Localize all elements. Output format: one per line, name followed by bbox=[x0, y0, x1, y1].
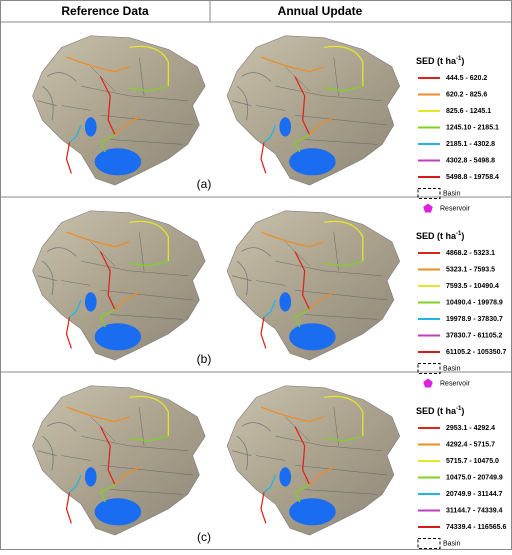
legend-title: SED (t ha-1) bbox=[416, 406, 464, 417]
map-annual bbox=[226, 35, 401, 186]
legend-label: 1245.10 - 2185.1 bbox=[446, 124, 499, 131]
legend-label: 10475.0 - 20749.9 bbox=[446, 474, 503, 481]
legend-label: 2185.1 - 4302.8 bbox=[446, 141, 495, 148]
basin-icon bbox=[417, 363, 441, 374]
map-reference bbox=[31, 210, 206, 361]
legend-label: 5498.8 - 19758.4 bbox=[446, 174, 499, 181]
legend-title-sup: -1 bbox=[456, 406, 462, 412]
legend-title-main: SED (t ha bbox=[416, 56, 457, 66]
legend-basin: Basin bbox=[443, 190, 461, 197]
legend-label: 10490.4 - 19978.9 bbox=[446, 299, 503, 306]
map-reference bbox=[31, 35, 206, 186]
legend-label: 4868.2 - 5323.1 bbox=[446, 250, 495, 257]
panel: (b) SED (t ha-1) 4868.2 - 5323.1 5323.1 - 7… bbox=[0, 210, 512, 388]
legend-label: 61105.2 - 105350.7 bbox=[446, 349, 506, 356]
legend-label: 4292.4 - 5715.7 bbox=[446, 441, 495, 448]
panel: (c) SED (t ha-1) 2953.1 - 4292.4 4292.4 - 5… bbox=[0, 385, 512, 555]
reservoir-icon bbox=[423, 378, 433, 388]
legend-title-sup: -1 bbox=[456, 231, 462, 237]
legend-basin: Basin bbox=[443, 540, 461, 547]
map-annual bbox=[226, 385, 401, 536]
basin-icon bbox=[417, 538, 441, 549]
panel-label: (b) bbox=[197, 352, 212, 366]
legend-label: 444.5 - 620.2 bbox=[446, 75, 487, 82]
header-right: Annual Update bbox=[278, 4, 363, 18]
legend-reservoir: Reservoir bbox=[440, 205, 471, 212]
legend-label: 5323.1 - 7593.5 bbox=[446, 266, 495, 273]
reservoir-icon bbox=[423, 203, 433, 213]
legend-title-main: SED (t ha bbox=[416, 231, 457, 241]
legend-title-end: ) bbox=[461, 406, 464, 416]
panel: (a) SED (t ha-1) 444.5 - 620.2 620.2 - 825.… bbox=[0, 35, 512, 213]
legend-title-end: ) bbox=[461, 56, 464, 66]
legend-label: 74339.4 - 116565.6 bbox=[446, 524, 506, 531]
legend-label: 4302.8 - 5498.8 bbox=[446, 157, 495, 164]
legend-title-sup: -1 bbox=[456, 56, 462, 62]
legend-label: 19978.9 - 37830.7 bbox=[446, 316, 503, 323]
panel-label: (a) bbox=[197, 177, 212, 191]
map-annual bbox=[226, 210, 401, 361]
legend-label: 620.2 - 825.6 bbox=[446, 91, 487, 98]
legend-label: 31144.7 - 74339.4 bbox=[446, 507, 503, 514]
basin-icon bbox=[417, 188, 441, 199]
legend-label: 5715.7 - 10475.0 bbox=[446, 458, 499, 465]
legend-title: SED (t ha-1) bbox=[416, 56, 464, 67]
legend-label: 37830.7 - 61105.2 bbox=[446, 332, 503, 339]
legend-title-main: SED (t ha bbox=[416, 406, 457, 416]
legend-title: SED (t ha-1) bbox=[416, 231, 464, 242]
map-reference bbox=[31, 385, 206, 536]
panel-label: (c) bbox=[197, 530, 211, 544]
legend-label: 2953.1 - 4292.4 bbox=[446, 425, 495, 432]
legend-basin: Basin bbox=[443, 365, 461, 372]
legend-reservoir: Reservoir bbox=[440, 380, 471, 387]
legend-label: 7593.5 - 10490.4 bbox=[446, 283, 499, 290]
header-left: Reference Data bbox=[61, 4, 149, 18]
legend-title-end: ) bbox=[461, 231, 464, 241]
legend-label: 825.6 - 1245.1 bbox=[446, 108, 491, 115]
legend-label: 20749.9 - 31144.7 bbox=[446, 491, 503, 498]
